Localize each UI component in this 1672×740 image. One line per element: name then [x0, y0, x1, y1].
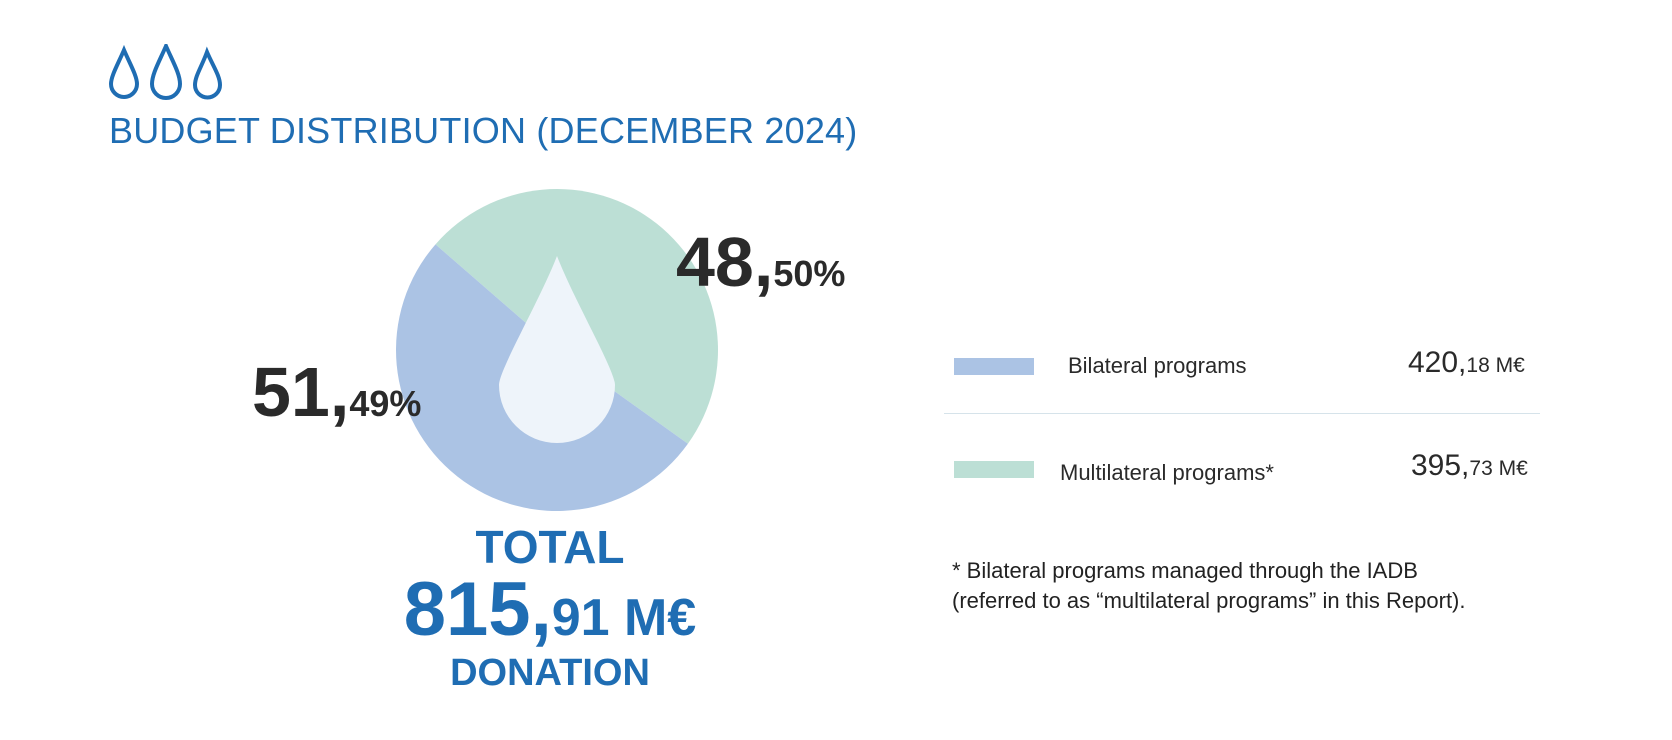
chart-title: BUDGET DISTRIBUTION (DECEMBER 2024) [109, 110, 858, 151]
total-sublabel: DONATION [450, 652, 650, 694]
footnote: * Bilateral programs managed through the… [952, 556, 1466, 616]
legend-label-bilateral: Bilateral programs [1068, 353, 1247, 378]
legend-value-bilateral: 420,18 M€ [1408, 346, 1525, 379]
legend-swatch-multilateral [954, 461, 1034, 478]
water-drop-icon [499, 256, 615, 443]
legend-swatch-bilateral [954, 358, 1034, 375]
total-label: TOTAL [475, 521, 625, 573]
water-drops-icon [108, 44, 223, 100]
data-label-bilateral: 51,49% [252, 353, 422, 431]
legend-label-multilateral: Multilateral programs* [1060, 460, 1274, 485]
legend-value-multilateral: 395,73 M€ [1411, 449, 1528, 482]
footnote-line-1: * Bilateral programs managed through the… [952, 558, 1418, 583]
footnote-line-2: (referred to as “multilateral programs” … [952, 588, 1466, 613]
data-label-multilateral: 48,50% [676, 223, 846, 301]
total-value: 815,91 M€ [403, 567, 697, 652]
legend-divider [944, 413, 1540, 414]
